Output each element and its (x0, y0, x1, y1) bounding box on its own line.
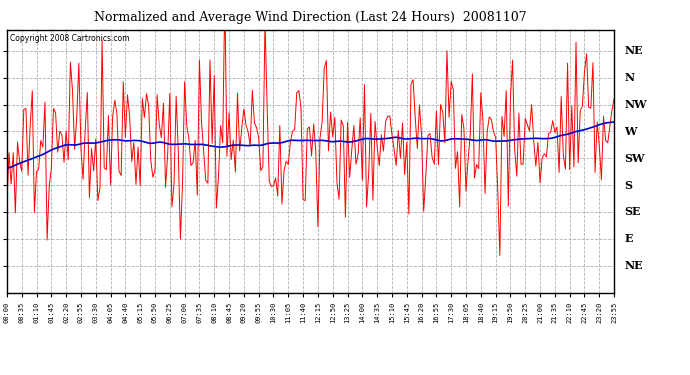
Text: NE: NE (624, 260, 643, 271)
Text: NE: NE (624, 45, 643, 56)
Text: W: W (624, 126, 637, 137)
Text: E: E (624, 233, 633, 244)
Text: SW: SW (624, 153, 645, 164)
Text: N: N (624, 72, 635, 83)
Text: Copyright 2008 Cartronics.com: Copyright 2008 Cartronics.com (10, 34, 130, 43)
Text: NW: NW (624, 99, 647, 110)
Text: SE: SE (624, 207, 641, 218)
Text: Normalized and Average Wind Direction (Last 24 Hours)  20081107: Normalized and Average Wind Direction (L… (95, 11, 526, 24)
Text: S: S (624, 180, 633, 190)
